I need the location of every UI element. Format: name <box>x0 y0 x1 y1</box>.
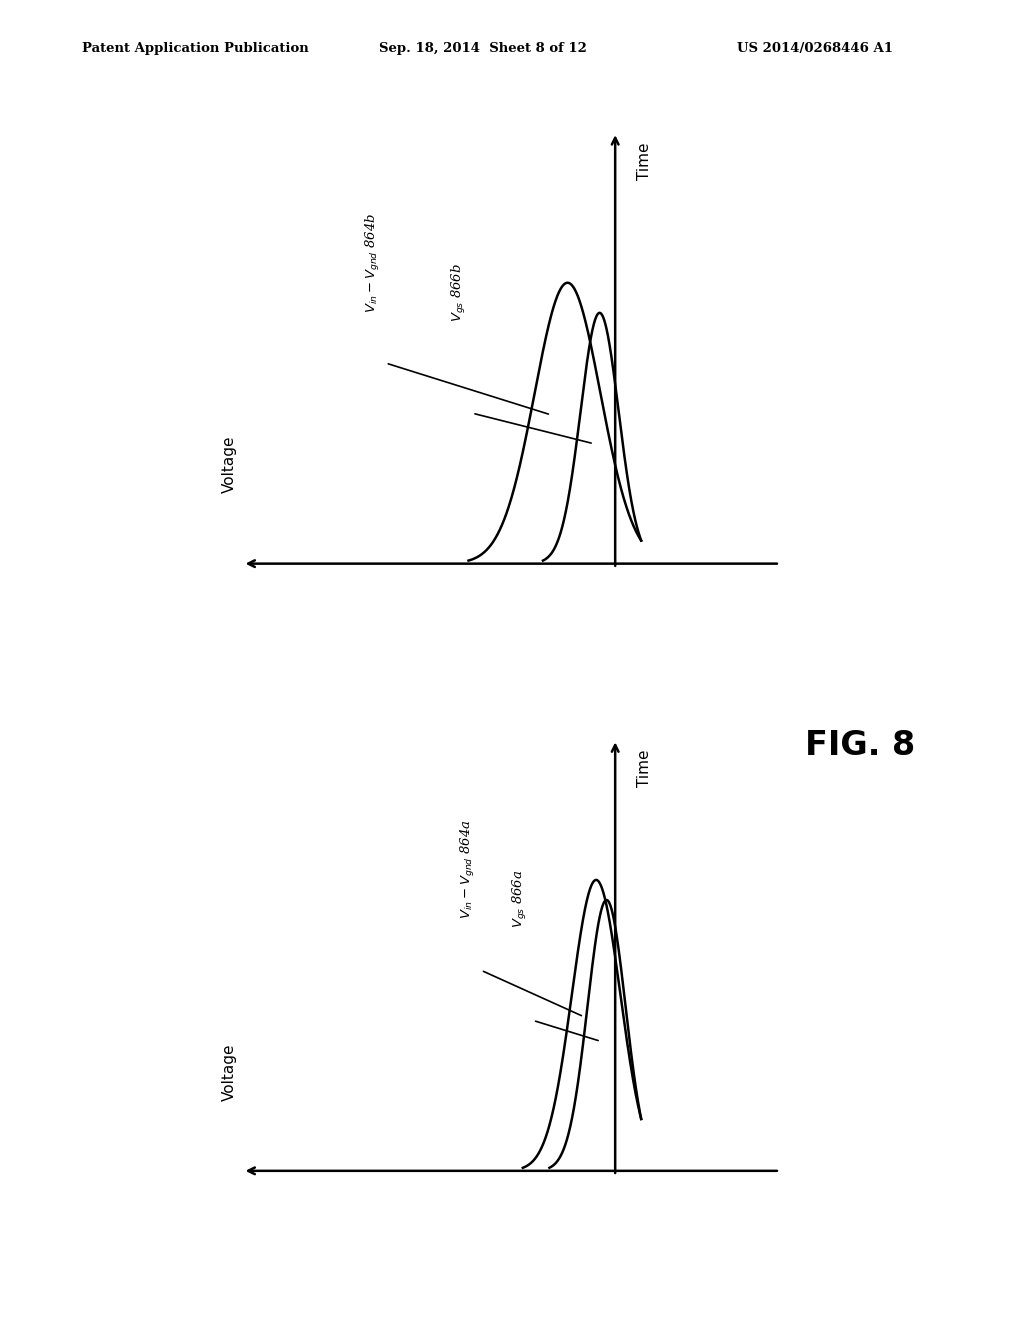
Text: Voltage: Voltage <box>222 436 238 494</box>
Text: Voltage: Voltage <box>222 1043 238 1101</box>
Text: Time: Time <box>637 143 652 180</box>
Text: Patent Application Publication: Patent Application Publication <box>82 42 308 55</box>
Text: $V_{gs}$ 866b: $V_{gs}$ 866b <box>451 263 468 322</box>
Text: FIG. 8: FIG. 8 <box>805 729 915 762</box>
Text: $V_{in} - V_{gnd}$ 864b: $V_{in} - V_{gnd}$ 864b <box>364 213 382 313</box>
Text: $V_{gs}$ 866a: $V_{gs}$ 866a <box>511 870 528 928</box>
Text: $V_{in} - V_{gnd}$ 864a: $V_{in} - V_{gnd}$ 864a <box>459 820 477 920</box>
Text: US 2014/0268446 A1: US 2014/0268446 A1 <box>737 42 893 55</box>
Text: Time: Time <box>637 750 652 787</box>
Text: Sep. 18, 2014  Sheet 8 of 12: Sep. 18, 2014 Sheet 8 of 12 <box>379 42 587 55</box>
